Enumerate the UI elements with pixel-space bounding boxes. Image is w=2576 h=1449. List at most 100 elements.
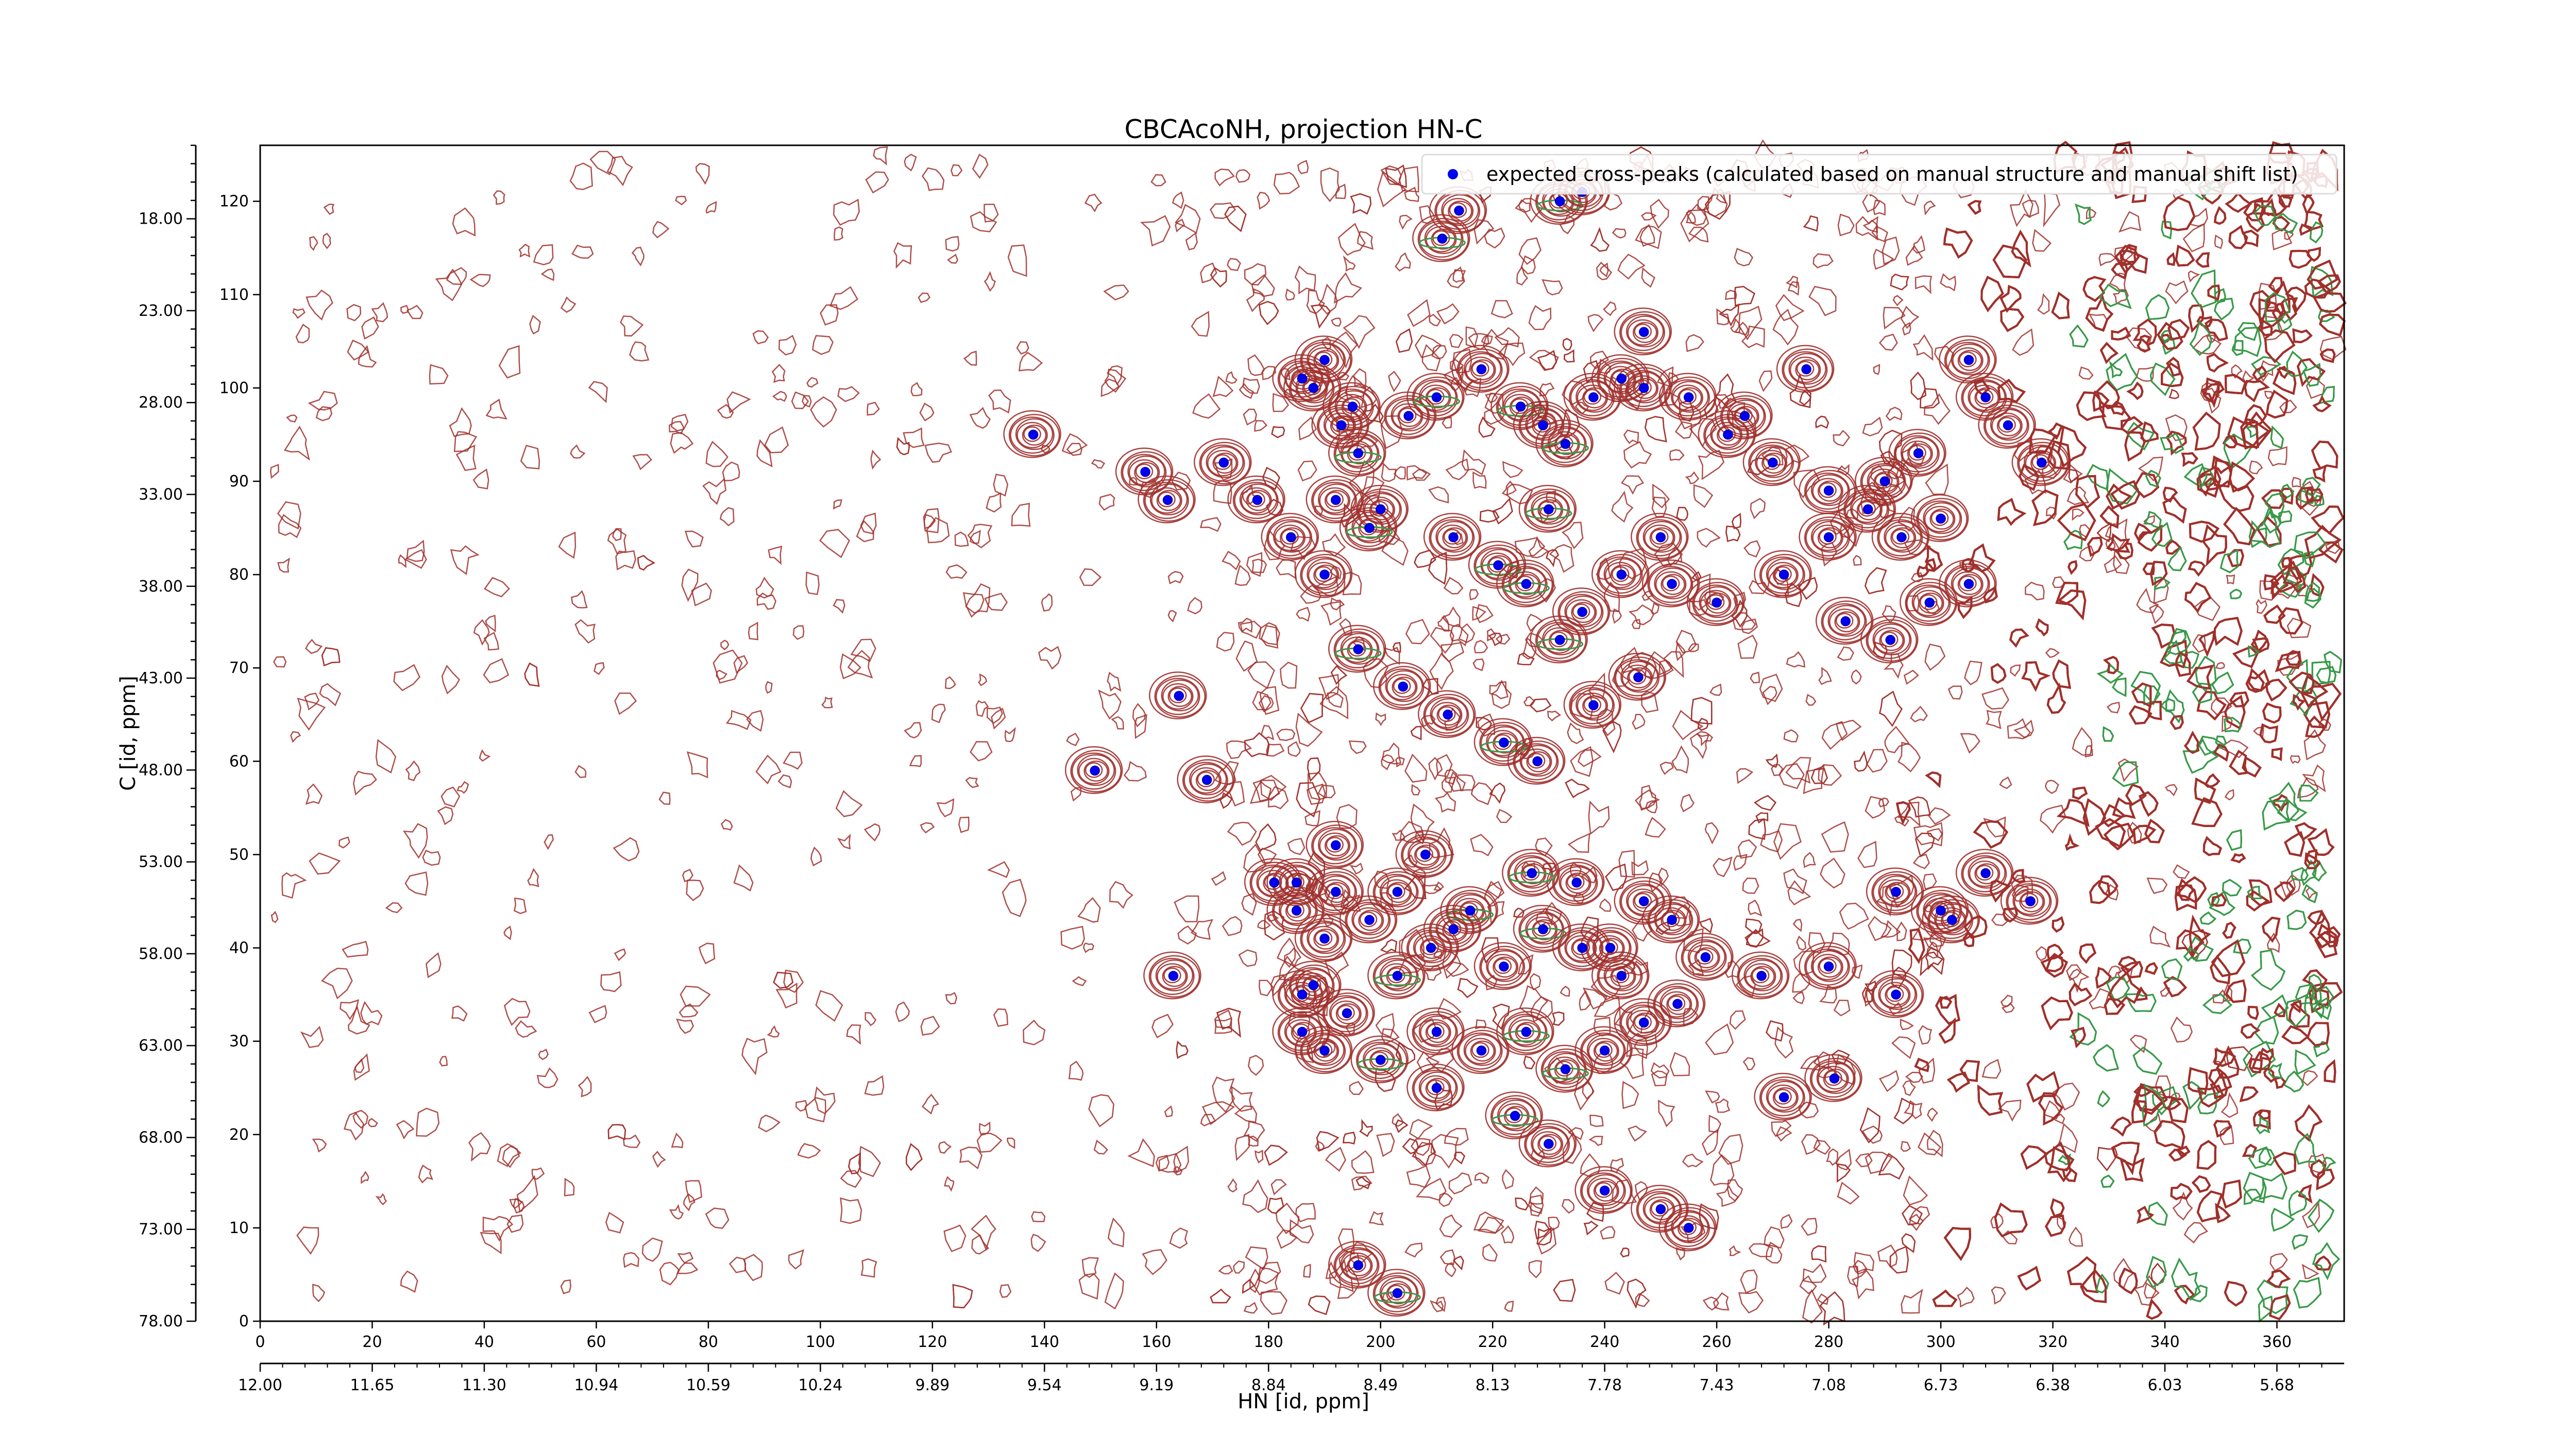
edge-noise-contour [2317, 923, 2341, 944]
peak-contour [1944, 563, 1996, 606]
edge-noise-contour [2097, 1090, 2110, 1108]
peak-contour [2011, 438, 2070, 486]
peak-contour [1328, 385, 1380, 429]
edge-noise-contour [2120, 961, 2143, 979]
noise-contour [792, 625, 805, 640]
peak-contour [1679, 1219, 1697, 1236]
noise-contour [1458, 623, 1476, 643]
peak-contour [1858, 501, 1876, 517]
edge-noise-contour [1997, 498, 2027, 526]
edge-noise-contour [2099, 342, 2119, 364]
noise-contour [682, 868, 693, 883]
noise-contour [1582, 1081, 1594, 1100]
peak-contour [1872, 624, 1910, 655]
noise-contour [676, 1018, 694, 1034]
noise-contour [2242, 370, 2255, 385]
edge-noise-contour [2197, 1084, 2225, 1108]
edge-noise-contour [2133, 1086, 2153, 1097]
peak-contour [1930, 510, 1949, 526]
peak-contour [1620, 314, 1666, 351]
noise-contour [1030, 1234, 1046, 1252]
noise-contour [1766, 1241, 1783, 1264]
peak-contour [1292, 1023, 1310, 1039]
edge-noise-contour [2204, 773, 2221, 788]
peak-contour [1280, 898, 1311, 924]
peak-contour [1300, 918, 1351, 961]
noise-contour [680, 985, 711, 1007]
edge-noise-contour [2303, 551, 2315, 567]
peak-contour [1367, 867, 1426, 916]
edge-noise-contour [2118, 1267, 2138, 1294]
noise-contour [1812, 253, 1834, 268]
noise-contour [846, 1024, 861, 1045]
noise-contour [1837, 464, 1850, 476]
peak-contour [1413, 1070, 1458, 1107]
edge-noise-contour [2248, 879, 2273, 906]
noise-contour [515, 1020, 537, 1038]
edge-noise-contour [2222, 434, 2238, 449]
noise-contour [685, 530, 704, 548]
peak-contour [1294, 1026, 1353, 1074]
noise-contour [1191, 311, 1210, 337]
peak-contour [1945, 566, 1990, 603]
edge-noise-contour [2264, 292, 2291, 323]
peak-contour [1754, 550, 1812, 598]
noise-contour [802, 395, 812, 408]
noise-contour [945, 236, 960, 252]
edge-noise-contour [2047, 1146, 2072, 1183]
peak-contour [1330, 415, 1355, 436]
noise-contour [1227, 821, 1257, 846]
noise-contour [1960, 733, 1980, 754]
noise-contour [273, 656, 287, 668]
noise-contour [1491, 680, 1512, 709]
noise-contour [1472, 658, 1485, 671]
peak-contour [1214, 454, 1232, 470]
noise-contour [358, 345, 377, 368]
edge-noise-contour [2229, 588, 2243, 599]
peak-contour [1660, 574, 1685, 595]
noise-contour [2104, 555, 2122, 574]
peak-contour [1810, 474, 1849, 506]
peak-contour [1378, 666, 1430, 709]
edge-noise-contour [2277, 797, 2308, 821]
noise-contour [480, 1232, 502, 1254]
peak-contour [1581, 1172, 1626, 1210]
edge-noise-contour [2161, 362, 2184, 387]
peak-contour [1273, 520, 1311, 553]
noise-contour [2170, 1016, 2193, 1043]
noise-contour [1210, 1288, 1231, 1304]
peak-contour [1627, 319, 1659, 346]
edge-noise-contour [2214, 459, 2232, 488]
peak-contour [1533, 417, 1551, 433]
noise-contour [1750, 671, 1760, 684]
peak-contour [1423, 694, 1475, 737]
noise-contour [472, 468, 489, 490]
noise-contour [1568, 1127, 1584, 1140]
peak-contour [1437, 706, 1456, 722]
edge-noise-contour [2128, 705, 2153, 725]
peak-contour [1923, 502, 1961, 534]
edge-noise-contour [2106, 533, 2130, 553]
edge-noise-contour [2191, 269, 2217, 309]
noise-contour [806, 377, 819, 388]
noise-contour [1445, 1262, 1456, 1277]
edge-noise-contour [2187, 664, 2214, 690]
peak-contour [1524, 1123, 1575, 1166]
noise-contour [2129, 1035, 2147, 1053]
edge-noise-contour [2289, 249, 2313, 269]
noise-contour [1773, 823, 1802, 860]
peak-contour [1308, 562, 1340, 588]
edge-noise-contour [2263, 604, 2286, 624]
noise-contour [2010, 664, 2021, 677]
noise-contour [2106, 701, 2121, 714]
noise-contour [2266, 932, 2280, 953]
edge-noise-contour [2266, 1269, 2291, 1289]
edge-noise-contour [2114, 245, 2140, 274]
noise-contour [622, 1134, 641, 1148]
noise-contour [1041, 593, 1053, 612]
noise-contour [1785, 275, 1798, 289]
noise-contour [1783, 444, 1810, 470]
peak-contour [1447, 892, 1492, 930]
noise-contour [1259, 686, 1280, 715]
